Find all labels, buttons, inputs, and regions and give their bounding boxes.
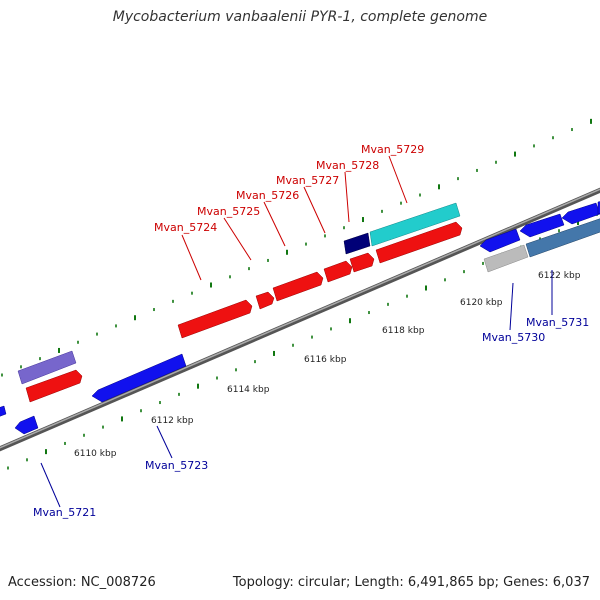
gene-arrow-mvan-5721[interactable] bbox=[14, 415, 39, 435]
tick-label-6122: 6122 kbp bbox=[538, 271, 581, 281]
tick-label-6118: 6118 kbp bbox=[382, 326, 425, 336]
gene-label-mvan-5723[interactable]: Mvan_5723 bbox=[145, 459, 208, 472]
upper-tick-ruler bbox=[1, 118, 592, 377]
gene-arrow-mvan-5729-red[interactable] bbox=[375, 221, 463, 264]
gene-label-mvan-5729[interactable]: Mvan_5729 bbox=[361, 143, 424, 156]
gene-arrow-mvan-5731[interactable] bbox=[525, 218, 600, 258]
gene-arrow-left-edge[interactable] bbox=[0, 405, 7, 417]
gene-arrow-left-red[interactable] bbox=[25, 369, 83, 403]
gene-arrow-grey[interactable] bbox=[483, 244, 529, 273]
gene-arrow-blue-3[interactable] bbox=[561, 202, 600, 225]
tick-label-6112: 6112 kbp bbox=[151, 416, 194, 426]
gene-labels: Mvan_5724 Mvan_5725 Mvan_5726 Mvan_5727 … bbox=[33, 143, 589, 519]
gene-label-mvan-5726[interactable]: Mvan_5726 bbox=[236, 189, 299, 202]
gene-label-mvan-5725[interactable]: Mvan_5725 bbox=[197, 205, 260, 218]
genome-backbone bbox=[0, 187, 600, 452]
gene-arrow-mvan-5723[interactable] bbox=[91, 353, 187, 403]
forward-strand-genes bbox=[17, 202, 463, 403]
tick-label-6116: 6116 kbp bbox=[304, 355, 347, 365]
callout-lines bbox=[40, 155, 553, 508]
gene-arrow-left-purple[interactable] bbox=[17, 350, 77, 385]
gene-arrow-mvan-5727[interactable] bbox=[323, 260, 353, 283]
gene-label-mvan-5730[interactable]: Mvan_5730 bbox=[482, 331, 545, 344]
tick-label-6114: 6114 kbp bbox=[227, 385, 270, 395]
gene-label-mvan-5724[interactable]: Mvan_5724 bbox=[154, 221, 217, 234]
tick-label-6120: 6120 kbp bbox=[460, 298, 503, 308]
tick-labels: 6110 kbp 6112 kbp 6114 kbp 6116 kbp 6118… bbox=[74, 271, 581, 459]
tick-label-6110: 6110 kbp bbox=[74, 449, 117, 459]
gene-arrow-mvan-5730[interactable] bbox=[479, 228, 521, 253]
gene-arrow-mvan-5724[interactable] bbox=[177, 299, 253, 339]
reverse-strand-genes bbox=[0, 201, 600, 435]
gene-arrow-mvan-5728-red[interactable] bbox=[349, 252, 375, 273]
genome-summary-text: Topology: circular; Length: 6,491,865 bp… bbox=[232, 575, 590, 590]
genome-title: Mycobacterium vanbaalenii PYR-1, complet… bbox=[112, 9, 488, 25]
gene-arrow-mvan-5729[interactable] bbox=[369, 202, 461, 247]
gene-arrow-mvan-5728[interactable] bbox=[343, 232, 371, 255]
accession-text: Accession: NC_008726 bbox=[8, 575, 156, 590]
gene-label-mvan-5721[interactable]: Mvan_5721 bbox=[33, 506, 96, 519]
gene-arrow-mvan-5725[interactable] bbox=[255, 291, 275, 310]
gene-label-mvan-5727[interactable]: Mvan_5727 bbox=[276, 174, 339, 187]
gene-arrow-mvan-5726[interactable] bbox=[272, 271, 324, 302]
gene-label-mvan-5728[interactable]: Mvan_5728 bbox=[316, 159, 379, 172]
gene-arrow-blue-2[interactable] bbox=[519, 213, 565, 238]
gene-label-mvan-5731[interactable]: Mvan_5731 bbox=[526, 316, 589, 329]
